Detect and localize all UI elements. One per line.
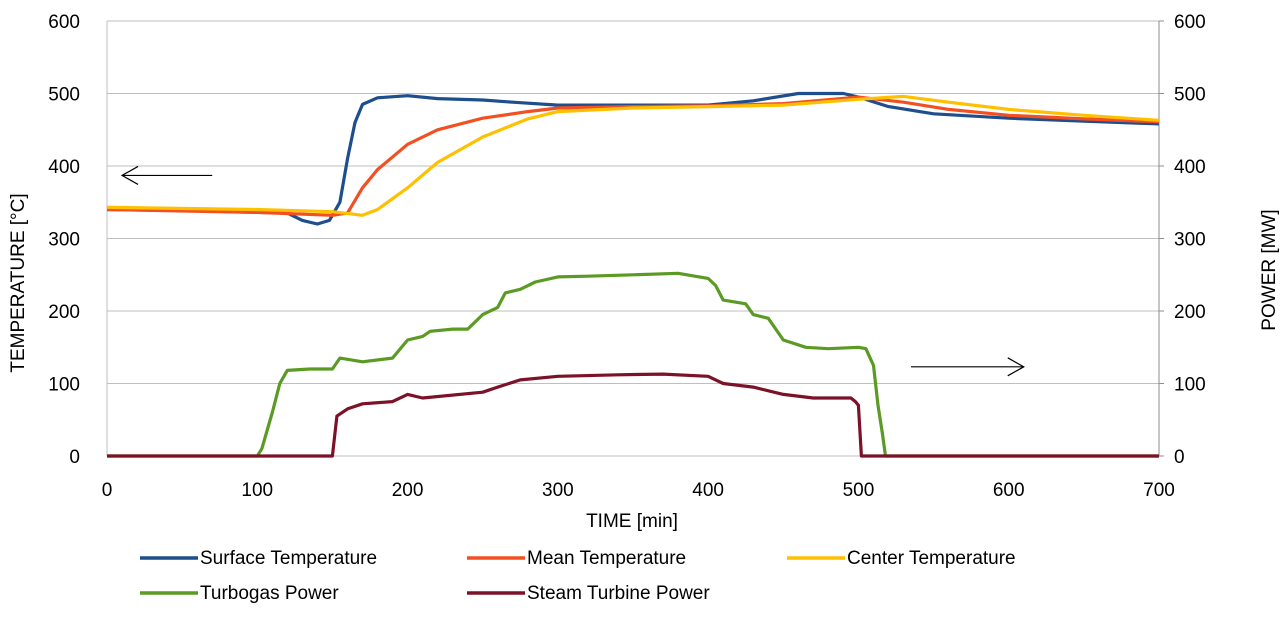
x-axis-ticks: 0 100 200 300 400 500 600 700 bbox=[102, 480, 1175, 501]
x-tick-label: 200 bbox=[392, 480, 424, 501]
legend: Surface Temperature Mean Temperature Cente… bbox=[140, 548, 1016, 604]
series-line-surface-temperature bbox=[106, 91, 1160, 226]
right-tick-label: 100 bbox=[1174, 375, 1206, 396]
left-tick-label: 200 bbox=[48, 302, 80, 323]
legend-label: Center Temperature bbox=[847, 548, 1016, 569]
right-tick-label: 600 bbox=[1174, 12, 1206, 33]
series-line-center-temperature bbox=[106, 94, 1160, 217]
left-tick-label: 600 bbox=[48, 12, 80, 33]
right-tick-label: 500 bbox=[1174, 85, 1206, 106]
right-tick-label: 0 bbox=[1174, 447, 1185, 468]
x-tick-label: 700 bbox=[1143, 480, 1175, 501]
right-tick-label: 400 bbox=[1174, 157, 1206, 178]
annotation-layer bbox=[120, 165, 1025, 377]
left-tick-label: 300 bbox=[48, 230, 80, 251]
legend-label: Surface Temperature bbox=[200, 548, 377, 569]
series-line-mean-temperature bbox=[106, 95, 1160, 217]
left-axis-label: TEMPERATURE [°C] bbox=[8, 193, 29, 372]
x-tick-label: 300 bbox=[542, 480, 574, 501]
gridlines bbox=[107, 20, 1159, 457]
arrow-head-left bbox=[120, 165, 139, 185]
legend-label: Steam Turbine Power bbox=[527, 583, 710, 604]
right-tick-label: 200 bbox=[1174, 302, 1206, 323]
legend-label: Mean Temperature bbox=[527, 548, 686, 569]
series-line-turbogas-power bbox=[107, 271, 1159, 458]
arrow-head-right bbox=[1007, 357, 1025, 377]
left-tick-label: 100 bbox=[48, 375, 80, 396]
x-axis-label: TIME [min] bbox=[586, 511, 678, 532]
x-tick-label: 600 bbox=[993, 480, 1025, 501]
right-axis-ticks: 0 100 200 300 400 500 600 bbox=[1159, 12, 1206, 468]
x-tick-label: 100 bbox=[241, 480, 273, 501]
right-axis-label: POWER [MW] bbox=[1259, 209, 1280, 330]
x-tick-label: 400 bbox=[692, 480, 724, 501]
right-tick-label: 300 bbox=[1174, 230, 1206, 251]
legend-label: Turbogas Power bbox=[200, 583, 339, 604]
left-axis-ticks: 0 100 200 300 400 500 600 bbox=[48, 12, 80, 468]
left-tick-label: 0 bbox=[69, 447, 80, 468]
x-tick-label: 0 bbox=[102, 480, 113, 501]
series-line-steam-turbine-power bbox=[107, 372, 1159, 458]
left-tick-label: 400 bbox=[48, 157, 80, 178]
left-tick-label: 500 bbox=[48, 85, 80, 106]
series-layer bbox=[106, 91, 1160, 458]
x-tick-label: 500 bbox=[843, 480, 875, 501]
